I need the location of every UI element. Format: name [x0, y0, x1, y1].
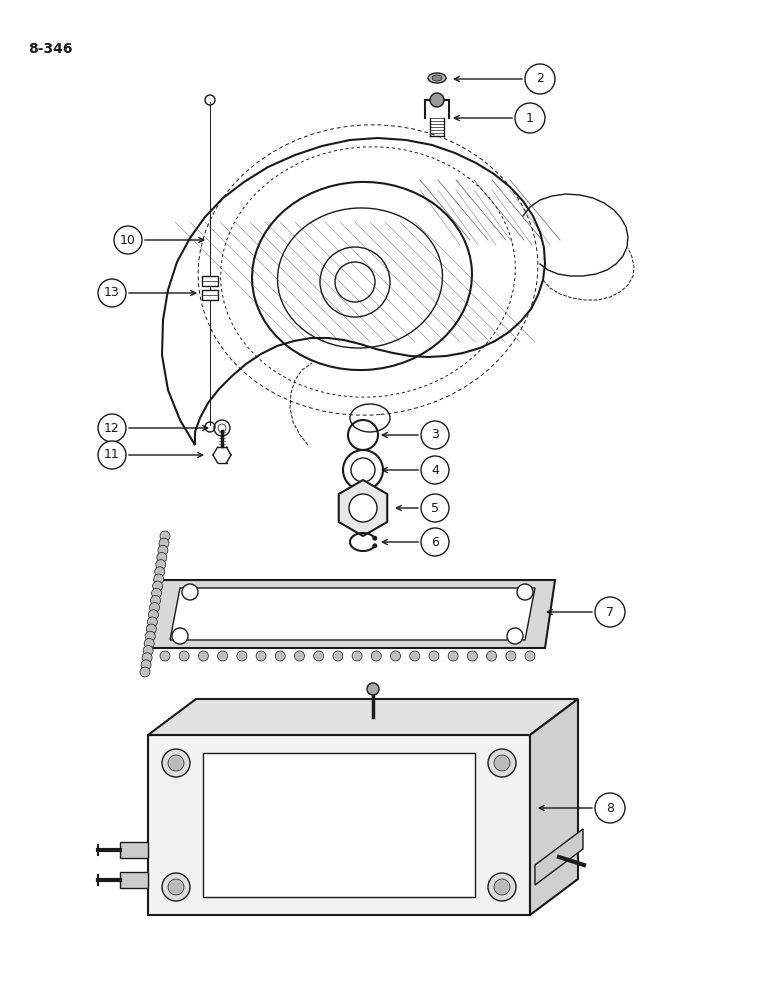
Circle shape	[237, 651, 247, 661]
Circle shape	[144, 638, 154, 648]
Polygon shape	[150, 580, 555, 648]
Circle shape	[256, 651, 266, 661]
Circle shape	[162, 873, 190, 901]
Circle shape	[148, 610, 158, 620]
Circle shape	[154, 574, 164, 584]
Circle shape	[517, 584, 533, 600]
Circle shape	[154, 567, 164, 577]
Circle shape	[198, 651, 208, 661]
FancyBboxPatch shape	[202, 276, 218, 286]
Circle shape	[182, 584, 198, 600]
Circle shape	[98, 414, 126, 442]
Circle shape	[98, 279, 126, 307]
Circle shape	[349, 494, 377, 522]
Circle shape	[151, 588, 161, 598]
Text: 3: 3	[431, 428, 439, 442]
Circle shape	[494, 755, 510, 771]
Text: 2: 2	[536, 73, 544, 86]
Circle shape	[333, 651, 343, 661]
Circle shape	[467, 651, 477, 661]
Circle shape	[151, 595, 161, 605]
Circle shape	[595, 597, 625, 627]
Circle shape	[421, 456, 449, 484]
Circle shape	[160, 651, 170, 661]
Circle shape	[159, 538, 169, 548]
Circle shape	[145, 631, 155, 641]
Polygon shape	[120, 872, 148, 888]
Circle shape	[391, 651, 401, 661]
Circle shape	[179, 651, 189, 661]
Circle shape	[515, 103, 545, 133]
Circle shape	[141, 660, 151, 670]
Polygon shape	[148, 699, 578, 735]
Circle shape	[449, 651, 458, 661]
Text: 4: 4	[431, 464, 439, 477]
Polygon shape	[203, 753, 475, 897]
Text: 5: 5	[431, 502, 439, 514]
Circle shape	[506, 651, 516, 661]
Circle shape	[143, 646, 153, 656]
Circle shape	[168, 879, 184, 895]
Text: 1: 1	[526, 111, 534, 124]
Circle shape	[157, 552, 167, 562]
Polygon shape	[535, 829, 583, 885]
FancyBboxPatch shape	[202, 290, 218, 300]
Circle shape	[488, 749, 516, 777]
Polygon shape	[339, 480, 388, 536]
Ellipse shape	[428, 73, 446, 83]
Text: 10: 10	[120, 233, 136, 246]
Circle shape	[525, 64, 555, 94]
Circle shape	[218, 651, 228, 661]
Polygon shape	[148, 735, 530, 915]
Circle shape	[158, 545, 168, 555]
Circle shape	[114, 226, 142, 254]
Ellipse shape	[432, 75, 442, 81]
Circle shape	[162, 749, 190, 777]
Circle shape	[147, 617, 157, 627]
Circle shape	[98, 441, 126, 469]
Circle shape	[352, 651, 362, 661]
Circle shape	[421, 421, 449, 449]
Circle shape	[525, 651, 535, 661]
Text: 13: 13	[104, 286, 120, 300]
Circle shape	[142, 653, 152, 663]
Circle shape	[160, 531, 170, 541]
Circle shape	[156, 560, 166, 570]
Circle shape	[421, 494, 449, 522]
Circle shape	[294, 651, 304, 661]
Polygon shape	[120, 842, 148, 858]
Polygon shape	[170, 588, 535, 640]
Circle shape	[430, 93, 444, 107]
Circle shape	[486, 651, 496, 661]
Circle shape	[421, 528, 449, 556]
Circle shape	[276, 651, 286, 661]
Circle shape	[147, 624, 156, 634]
Circle shape	[494, 879, 510, 895]
Text: 12: 12	[104, 422, 120, 434]
Circle shape	[371, 651, 381, 661]
Circle shape	[595, 793, 625, 823]
Circle shape	[367, 683, 379, 695]
Circle shape	[429, 651, 439, 661]
Text: 7: 7	[606, 605, 614, 618]
Text: 8-346: 8-346	[28, 42, 73, 56]
Circle shape	[168, 755, 184, 771]
Circle shape	[372, 536, 378, 541]
Circle shape	[172, 628, 188, 644]
Text: 11: 11	[104, 448, 120, 462]
Circle shape	[313, 651, 323, 661]
Text: 6: 6	[431, 536, 439, 548]
Polygon shape	[530, 699, 578, 915]
Circle shape	[150, 603, 160, 613]
Circle shape	[153, 581, 163, 591]
Text: 8: 8	[606, 802, 614, 814]
Circle shape	[372, 543, 378, 548]
Circle shape	[507, 628, 523, 644]
Circle shape	[140, 667, 150, 677]
Circle shape	[488, 873, 516, 901]
Circle shape	[410, 651, 420, 661]
